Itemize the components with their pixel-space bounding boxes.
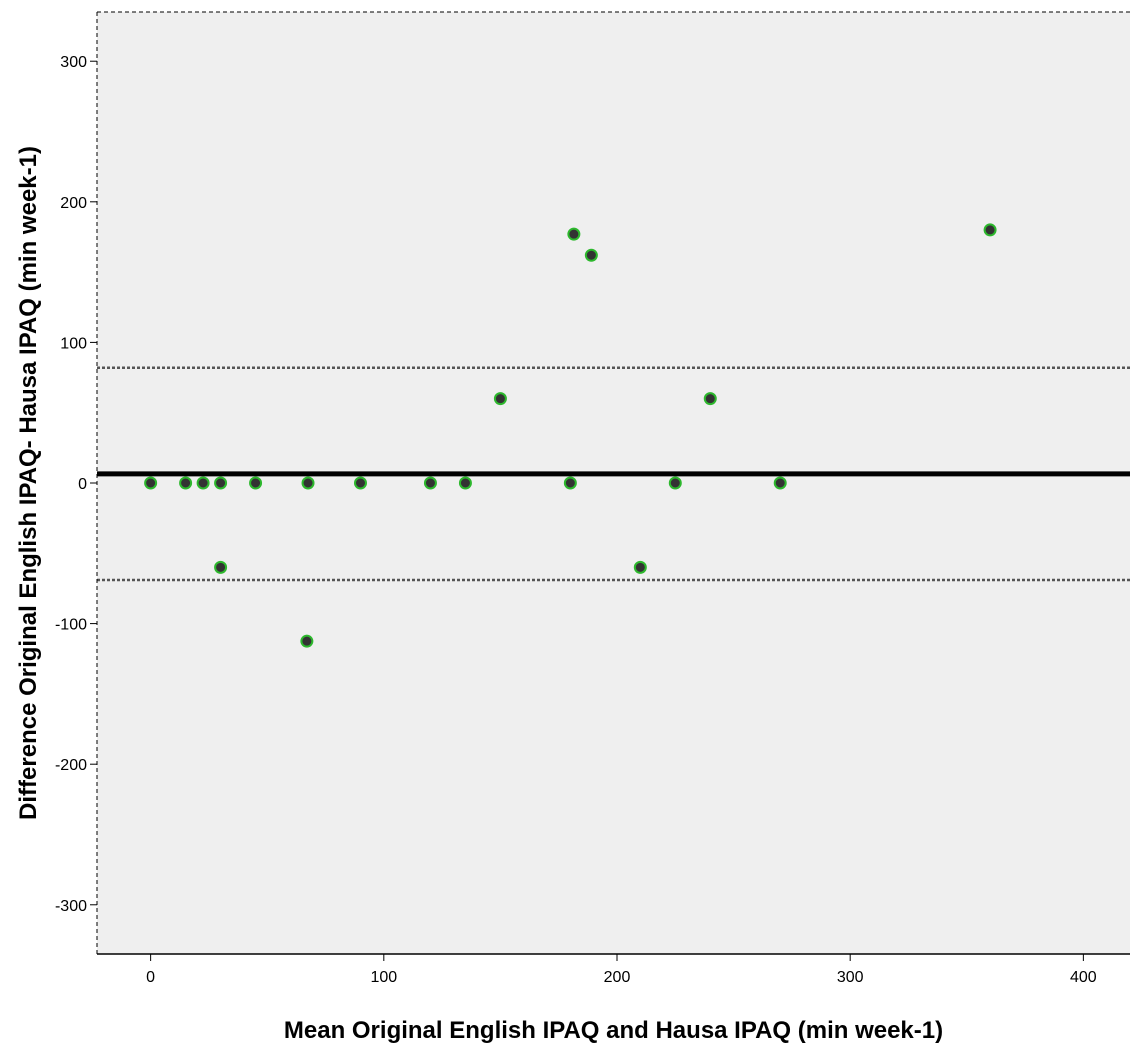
y-axis-title: Difference Original English IPAQ- Hausa … <box>15 146 42 820</box>
data-point <box>567 227 581 241</box>
x-tick-label: 300 <box>837 969 864 986</box>
data-point <box>301 476 315 490</box>
x-axis-title: Mean Original English IPAQ and Hausa IPA… <box>284 1017 943 1044</box>
x-tick-label: 400 <box>1070 969 1097 986</box>
data-point <box>983 223 997 237</box>
data-point <box>144 476 158 490</box>
y-tick-label: 100 <box>60 335 87 352</box>
data-point <box>249 476 263 490</box>
data-point <box>633 560 647 574</box>
x-axis-ticks: 0 100 200 300 400 <box>146 954 1097 986</box>
data-point <box>214 476 228 490</box>
y-tick-label: 300 <box>60 54 87 71</box>
plot-background <box>97 12 1130 954</box>
y-axis-ticks: -300 -200 -100 0 100 200 300 <box>55 54 97 915</box>
data-point <box>563 476 577 490</box>
data-point <box>703 392 717 406</box>
y-tick-label: -100 <box>55 617 87 634</box>
data-point <box>493 392 507 406</box>
y-tick-label: -200 <box>55 757 87 774</box>
x-tick-label: 100 <box>370 969 397 986</box>
data-point <box>300 634 314 648</box>
data-point <box>214 560 228 574</box>
data-point <box>773 476 787 490</box>
data-point <box>423 476 437 490</box>
y-tick-label: 0 <box>78 476 87 493</box>
data-point <box>196 476 210 490</box>
data-point <box>179 476 193 490</box>
reference-lines <box>97 366 1130 582</box>
data-point <box>353 476 367 490</box>
data-points <box>144 223 997 648</box>
data-point <box>458 476 472 490</box>
data-point <box>584 248 598 262</box>
x-tick-label: 200 <box>604 969 631 986</box>
x-tick-label: 0 <box>146 969 155 986</box>
y-tick-label: 200 <box>60 195 87 212</box>
data-point <box>668 476 682 490</box>
y-tick-label: -300 <box>55 898 87 915</box>
